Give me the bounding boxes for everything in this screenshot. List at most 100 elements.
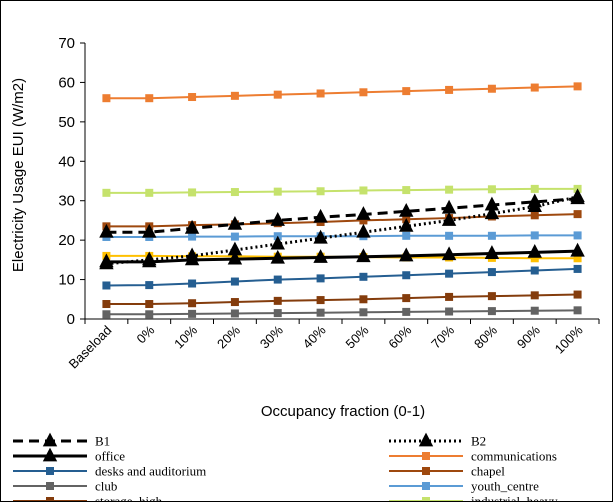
data-point-storage-high (359, 295, 368, 304)
legend-entry-b2: B2 (389, 432, 486, 449)
legend-entry-youth-centre: youth_centre (389, 479, 539, 494)
series-industrial-heavy (102, 184, 582, 197)
data-point-office (484, 245, 500, 259)
data-point-communications (530, 83, 539, 92)
data-point-desks-and-auditorium (487, 268, 496, 277)
data-point-youth-centre (487, 231, 496, 240)
data-point-storage-high (273, 296, 282, 305)
data-point-office (99, 253, 114, 268)
series-layer (99, 82, 585, 319)
data-point-office (270, 249, 285, 264)
data-point-office (227, 250, 243, 265)
legend-label-b2: B2 (471, 434, 486, 449)
data-point-b2 (484, 205, 500, 220)
data-point-desks-and-auditorium (273, 275, 282, 284)
series-line-b1 (106, 197, 578, 234)
data-point-desks-and-auditorium (402, 271, 411, 280)
data-point-club (102, 310, 111, 319)
legend-marker-b2 (418, 432, 434, 447)
x-tick-label: 30% (257, 322, 286, 351)
data-point-club (316, 308, 325, 317)
data-point-office (441, 246, 457, 261)
legend: B1 B2 office communications desks and audito… (13, 432, 558, 501)
data-point-industrial-heavy (102, 188, 111, 197)
series-storage-high (102, 290, 582, 309)
legend-marker-club (46, 482, 54, 490)
data-point-storage-high (145, 300, 154, 309)
data-point-youth-centre (445, 231, 454, 240)
data-point-b2 (313, 229, 328, 244)
data-point-desks-and-auditorium (230, 277, 239, 286)
data-point-industrial-heavy (402, 186, 411, 195)
data-point-desks-and-auditorium (145, 281, 154, 290)
legend-label-club: club (95, 479, 117, 494)
data-point-youth-centre (402, 231, 411, 240)
legend-label-communications: communications (471, 449, 557, 464)
data-point-communications (145, 94, 154, 103)
data-point-communications (359, 88, 368, 97)
y-tick-label: 70 (58, 35, 75, 52)
data-point-industrial-heavy (145, 188, 154, 197)
data-point-office (184, 251, 200, 266)
legend-entry-office: office (13, 447, 125, 464)
data-point-office (399, 247, 414, 262)
data-point-b2 (399, 217, 414, 232)
legend-marker-communications (422, 452, 430, 460)
legend-label-office: office (95, 449, 125, 464)
data-point-b2 (356, 223, 371, 238)
data-point-b2 (441, 212, 457, 226)
y-tick-label: 0 (67, 311, 75, 328)
data-point-desks-and-auditorium (359, 272, 368, 281)
data-point-b2 (227, 241, 243, 256)
data-point-b2 (270, 235, 285, 250)
legend-marker-chapel (422, 467, 430, 475)
y-tick-label: 50 (58, 114, 75, 131)
series-b1 (99, 190, 585, 238)
series-line-communications (106, 85, 578, 100)
data-point-club (573, 306, 582, 315)
data-point-communications (445, 85, 454, 94)
series-chapel (102, 210, 582, 231)
data-point-club (487, 307, 496, 316)
data-point-b1 (142, 223, 157, 238)
series-desks-and-auditorium (102, 264, 582, 290)
data-point-desks-and-auditorium (102, 281, 111, 290)
legend-marker-industrial-heavy (422, 497, 430, 501)
plot-area: 0 10 20 30 40 50 60 70 Baseload 0% 10% 20% 30% 40% 50… (58, 35, 600, 371)
data-point-club (273, 309, 282, 318)
x-tick-label: 100% (552, 322, 586, 356)
x-tick-label: 80% (471, 322, 500, 351)
series-communications (102, 82, 582, 103)
y-tick-label: 40 (58, 153, 75, 170)
data-point-youth-centre (530, 231, 539, 240)
data-point-communications (230, 91, 239, 100)
data-point-office (313, 249, 328, 263)
legend-entry-b1: B1 (13, 432, 110, 449)
legend-entry-industrial-heavy: industrial_heavy (389, 494, 558, 501)
data-point-b1 (399, 202, 414, 217)
data-point-storage-high (316, 296, 325, 305)
data-point-communications (402, 87, 411, 96)
data-point-industrial-heavy (273, 187, 282, 196)
data-point-industrial-heavy (530, 184, 539, 193)
data-point-industrial-heavy (230, 188, 239, 197)
data-point-storage-high (102, 300, 111, 309)
legend-marker-desks-and-auditorium (46, 467, 54, 475)
legend-marker-youth-centre (422, 482, 430, 490)
series-office (99, 242, 585, 268)
data-point-communications (316, 89, 325, 98)
data-point-club (402, 307, 411, 316)
data-point-office (356, 248, 371, 263)
data-point-b1 (184, 219, 200, 234)
data-point-club (445, 307, 454, 316)
series-line-b2 (106, 195, 578, 266)
data-point-b1 (99, 223, 114, 238)
series-youth-centre (102, 231, 582, 241)
data-point-b1 (356, 206, 371, 220)
data-point-communications (273, 90, 282, 99)
data-point-communications (573, 82, 582, 91)
data-point-desks-and-auditorium (316, 274, 325, 283)
legend-entry-storage-high: storage_high (13, 494, 163, 501)
legend-label-desks-and-auditorium: desks and auditorium (95, 464, 206, 479)
